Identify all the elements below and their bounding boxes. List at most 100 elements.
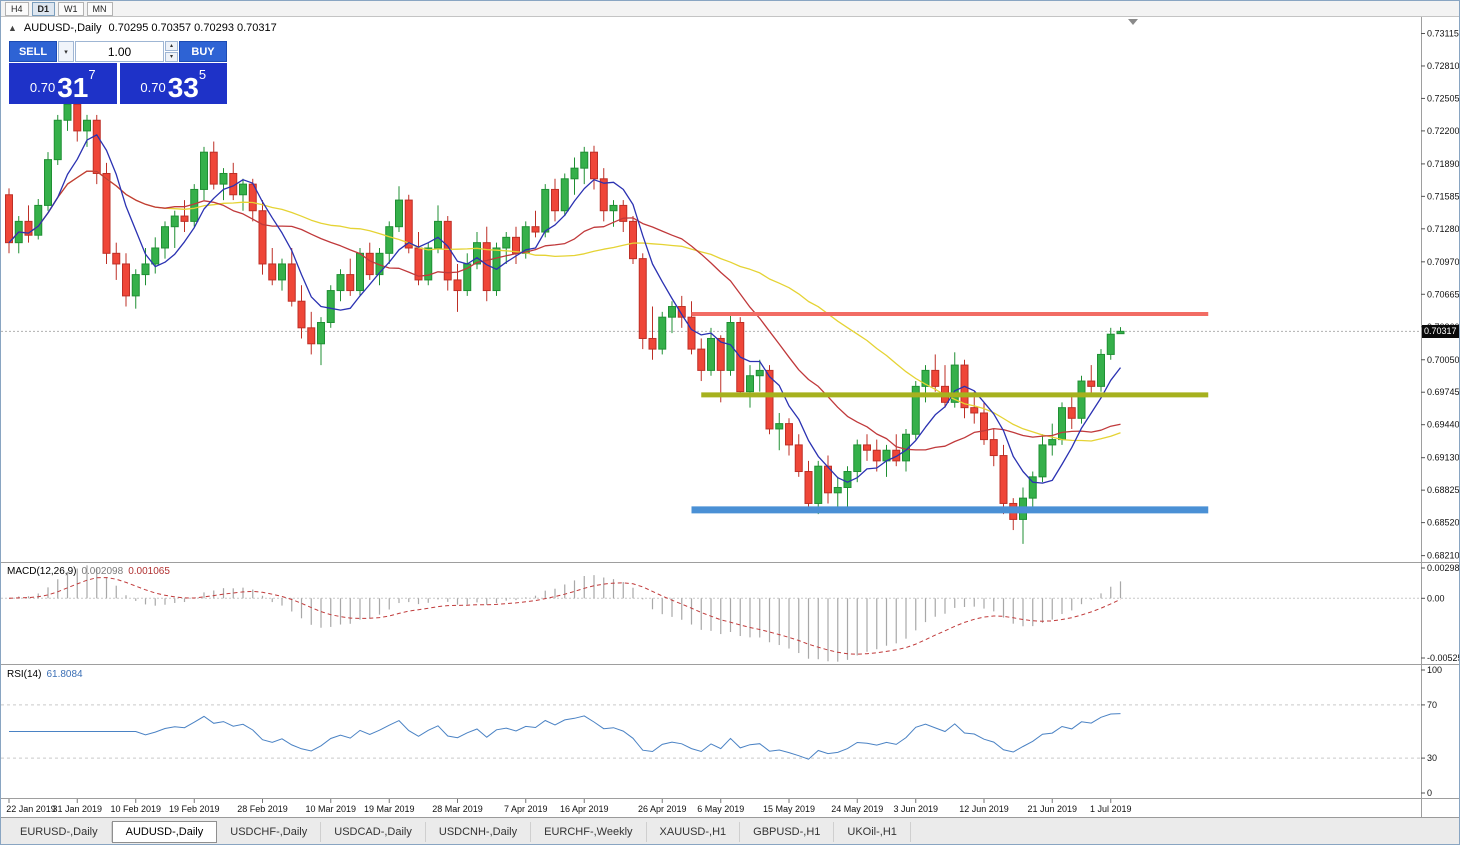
sell-button[interactable]: SELL [9, 41, 57, 62]
date-axis-label: 3 Jun 2019 [893, 804, 938, 814]
price-axis-label: 0.68825 [1427, 485, 1460, 495]
date-axis-label: 31 Jan 2019 [52, 804, 102, 814]
macd-axis-label: -0.005256 [1427, 653, 1460, 663]
chart-symbol-label: AUDUSD-,Daily [23, 22, 102, 34]
rsi-line [9, 713, 1121, 760]
sell-price-prefix: 0.70 [29, 80, 56, 95]
rsi-panel[interactable] [1, 704, 1421, 760]
price-axis-label: 0.70665 [1427, 289, 1460, 299]
date-axis-label: 7 Apr 2019 [504, 804, 548, 814]
buy-price-point: 5 [198, 67, 207, 82]
macd-signal-value: 0.001065 [128, 566, 170, 577]
sell-price-pips: 31 [57, 72, 89, 103]
buy-price-prefix: 0.70 [140, 80, 166, 95]
timeframe-button-h4[interactable]: H4 [5, 1, 29, 16]
date-axis-label: 28 Mar 2019 [432, 804, 483, 814]
volume-down-button[interactable]: ▾ [165, 52, 178, 62]
volume-dropdown-button[interactable]: ▾ [58, 41, 74, 62]
date-axis-label: 15 May 2019 [763, 804, 815, 814]
price-axis-label: 0.69440 [1427, 420, 1460, 430]
macd-name: MACD(12,26,9) [7, 566, 77, 577]
rsi-value: 61.8084 [46, 669, 83, 680]
timeframe-button-mn[interactable]: MN [86, 1, 113, 16]
volume-stepper: ▴ ▾ [165, 41, 178, 62]
date-axis-label: 10 Feb 2019 [110, 804, 161, 814]
price-axis-label: 0.72200 [1427, 126, 1460, 136]
macd-axis: 0.002984 0.00 -0.005256 [1421, 563, 1460, 663]
chart-tabbar: EURUSD-,Daily AUDUSD-,Daily USDCHF-,Daily U… [1, 817, 1459, 844]
date-axis-label: 12 Jun 2019 [959, 804, 1009, 814]
date-axis-label: 16 Apr 2019 [560, 804, 609, 814]
macd-axis-label: 0.002984 [1427, 563, 1460, 573]
tab-usdcnh-daily[interactable]: USDCNH-,Daily [426, 822, 532, 842]
price-axis-label: 0.72505 [1427, 93, 1460, 103]
macd-signal-line [8, 577, 1121, 655]
tab-eurusd-daily[interactable]: EURUSD-,Daily [7, 822, 112, 842]
chart-ohlc-values: 0.70295 0.70357 0.70293 0.70317 [108, 22, 277, 34]
timeframe-button-w1[interactable]: W1 [58, 1, 84, 16]
tab-audusd-daily[interactable]: AUDUSD-,Daily [111, 821, 218, 843]
date-axis-label: 19 Mar 2019 [364, 804, 415, 814]
buy-price-pips: 33 [167, 72, 199, 103]
price-axis-label: 0.72810 [1427, 61, 1460, 71]
tab-ukoil-h1[interactable]: UKOil-,H1 [834, 822, 911, 842]
buy-button[interactable]: BUY [179, 41, 227, 62]
rsi-axis: 100 70 30 0 [1421, 665, 1442, 798]
sell-price-point: 7 [88, 67, 96, 82]
tab-xauusd-h1[interactable]: XAUUSD-,H1 [647, 822, 741, 842]
chevron-down-icon: ▾ [64, 48, 68, 56]
price-axis-label: 0.71585 [1427, 191, 1460, 201]
date-axis-label: 28 Feb 2019 [237, 804, 288, 814]
ma-line-17 [8, 170, 1121, 451]
price-axis-label: 0.70970 [1427, 257, 1460, 267]
date-axis-label: 21 Jun 2019 [1027, 804, 1077, 814]
tab-usdchf-daily[interactable]: USDCHF-,Daily [217, 822, 322, 842]
price-axis-label: 0.71280 [1427, 224, 1460, 234]
rsi-axis-label: 30 [1427, 753, 1437, 763]
date-axis-label: 22 Jan 2019 [6, 804, 56, 814]
macd-panel[interactable] [1, 565, 1421, 662]
rsi-axis-label: 70 [1427, 700, 1437, 710]
rsi-name: RSI(14) [7, 669, 42, 680]
date-axis-label: 19 Feb 2019 [169, 804, 220, 814]
price-axis-label: 0.70050 [1427, 355, 1460, 365]
sell-price-display[interactable]: 0.70 31 7 [9, 63, 117, 104]
price-axis: 0.73115 0.72810 0.72505 0.72200 0.71890 0.715… [1421, 28, 1460, 561]
chart-background [1, 17, 1459, 817]
tab-gbpusd-h1[interactable]: GBPUSD-,H1 [740, 822, 835, 842]
timeframe-toolbar: H4 D1 W1 MN [1, 1, 1459, 17]
price-axis-label: 0.73115 [1427, 28, 1459, 38]
macd-main-value: 0.002098 [81, 566, 124, 577]
price-axis-label: 0.68520 [1427, 518, 1460, 528]
price-axis-label: 0.71890 [1427, 159, 1460, 169]
date-axis-label: 1 Jul 2019 [1090, 804, 1132, 814]
buy-price-display[interactable]: 0.70 33 5 [119, 63, 227, 104]
timeframe-button-d1[interactable]: D1 [31, 1, 56, 16]
ma-line-6 [8, 134, 1122, 484]
price-panel[interactable] [1, 77, 1421, 544]
chart-canvas[interactable]: 0.73115 0.72810 0.72505 0.72200 0.71890 0.715… [1, 17, 1460, 817]
tab-usdcad-daily[interactable]: USDCAD-,Daily [321, 822, 426, 842]
one-click-toggle-icon[interactable]: ▲ [8, 23, 17, 33]
tab-eurchf-weekly[interactable]: EURCHF-,Weekly [531, 822, 647, 842]
price-axis-label: 0.69745 [1427, 387, 1460, 397]
rsi-axis-label: 100 [1427, 665, 1442, 675]
current-price-badge: 0.70317 [1422, 325, 1459, 338]
chart-shift-marker-icon[interactable] [1128, 19, 1138, 25]
price-axis-label: 0.68210 [1427, 551, 1460, 561]
macd-histogram [18, 565, 1122, 662]
rsi-axis-label: 0 [1427, 788, 1432, 798]
volume-input[interactable] [75, 41, 164, 62]
date-axis-label: 26 Apr 2019 [638, 804, 687, 814]
macd-axis-label: 0.00 [1427, 593, 1445, 603]
macd-indicator-label: MACD(12,26,9) 0.002098 0.001065 [7, 566, 170, 577]
volume-up-button[interactable]: ▴ [165, 41, 178, 51]
date-axis-label: 24 May 2019 [831, 804, 883, 814]
chart-title: ▲ AUDUSD-,Daily 0.70295 0.70357 0.70293 … [8, 22, 277, 34]
date-axis-label: 6 May 2019 [697, 804, 744, 814]
rsi-indicator-label: RSI(14) 61.8084 [7, 669, 83, 680]
date-axis-label: 10 Mar 2019 [305, 804, 356, 814]
